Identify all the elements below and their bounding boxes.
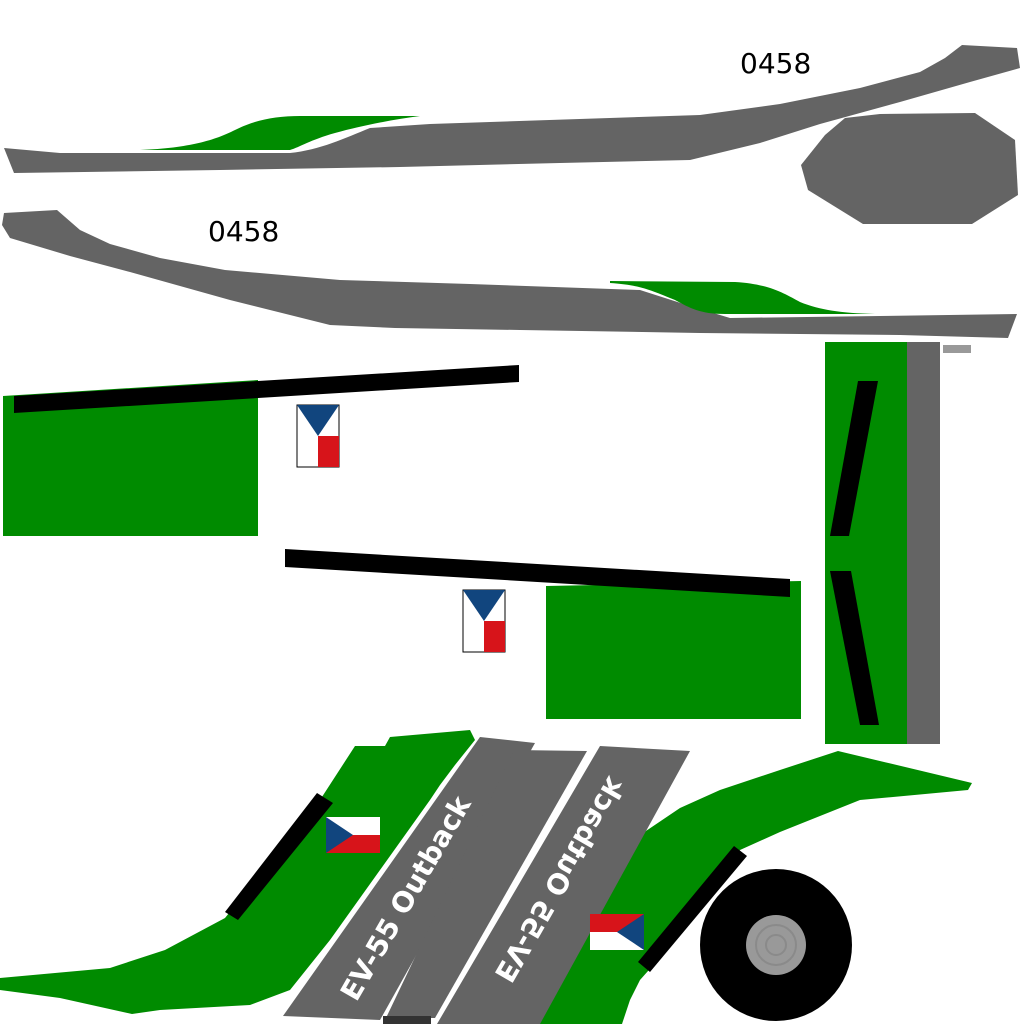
wing-panel-left <box>3 365 519 536</box>
model-panel-base <box>383 1016 431 1024</box>
fin-tab <box>943 345 971 353</box>
fin-stripe-lower <box>830 571 879 725</box>
grey-stripe-lower <box>2 210 1017 338</box>
model-panel-middle <box>386 750 587 1018</box>
cowling-green-right <box>500 751 972 1024</box>
czech-flag-icon <box>590 914 644 950</box>
registration-lower: 0458 <box>208 215 279 248</box>
wing-leading-edge-right <box>285 549 790 597</box>
czech-flag-icon <box>326 817 380 853</box>
green-accent-lower <box>610 281 875 314</box>
fuselage-side-upper: 0458 <box>4 45 1020 224</box>
cowling-green-left <box>0 730 475 1014</box>
grey-stripe-upper <box>4 45 1020 173</box>
nose-panel <box>801 113 1018 224</box>
tail-fin-panel <box>825 342 971 744</box>
fin-grey <box>907 342 940 744</box>
model-panel-right <box>437 746 690 1024</box>
czech-flag-icon <box>296 404 340 468</box>
wing-leading-edge-left <box>14 365 519 413</box>
cowling-right <box>500 751 972 1024</box>
fin-stripe-upper <box>830 381 878 536</box>
green-accent-upper <box>140 116 420 150</box>
czech-flag-icon <box>462 589 506 653</box>
cowling-stripe-left <box>225 793 333 920</box>
cowling-stripe-right <box>638 846 747 972</box>
wing-panel-right <box>285 549 801 719</box>
wing-green-right <box>546 581 801 719</box>
cowling-left <box>0 730 475 1014</box>
wheel-icon <box>700 869 852 1021</box>
registration-upper: 0458 <box>740 47 811 80</box>
wing-green-left <box>3 380 258 536</box>
fuselage-side-lower: 0458 <box>2 210 1017 338</box>
model-panel-left <box>283 737 535 1020</box>
